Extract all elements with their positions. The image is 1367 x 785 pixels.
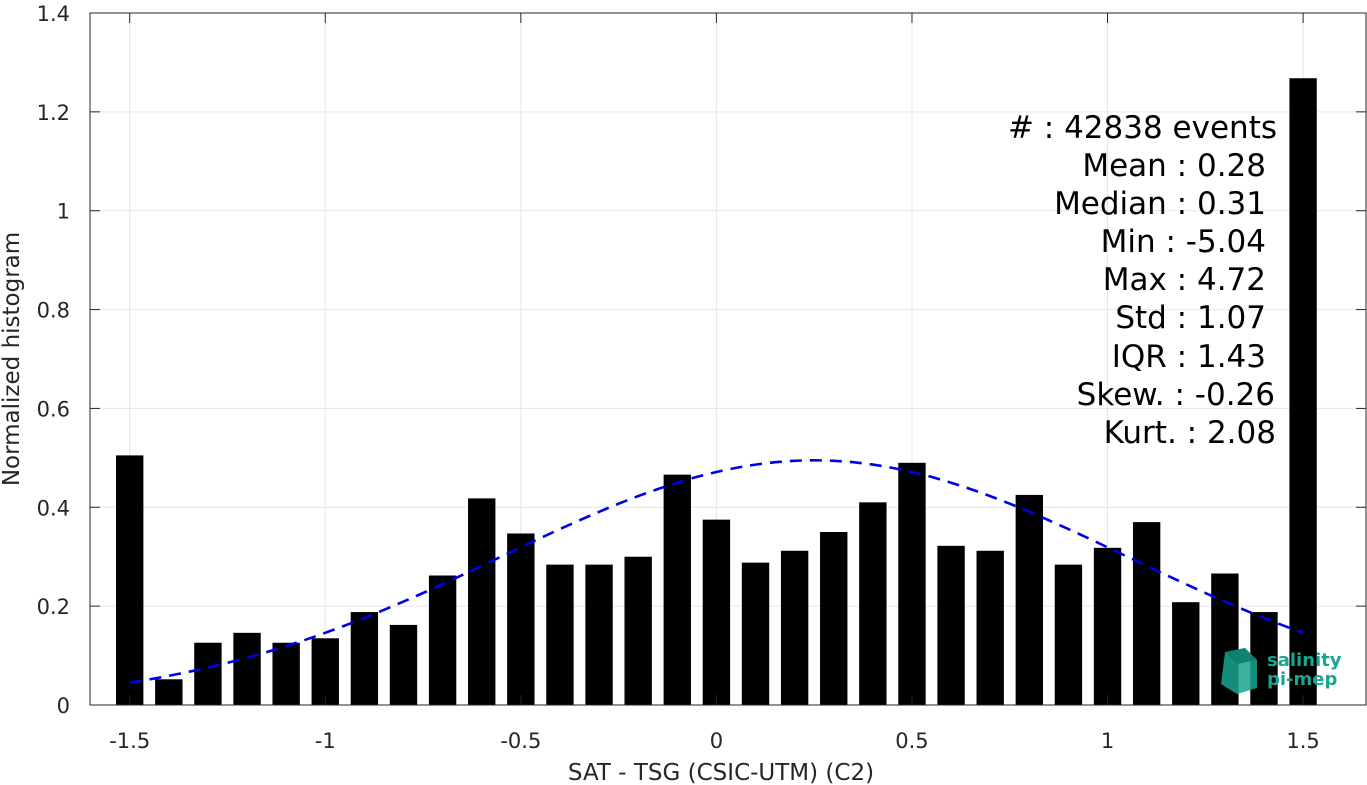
stat-line-7: Skew. : -0.26 xyxy=(1077,377,1275,413)
logo-line1: salinity xyxy=(1267,650,1342,671)
bar-1 xyxy=(155,679,183,705)
x-tick-label-0: -1.5 xyxy=(109,729,150,753)
histogram-bars xyxy=(116,78,1317,705)
bar-6 xyxy=(350,612,379,705)
y-tick-label-6: 1.2 xyxy=(37,101,70,125)
x-tick-label-6: 1.5 xyxy=(1286,729,1319,753)
bar-21 xyxy=(937,545,965,705)
x-tick-label-3: 0 xyxy=(710,729,723,753)
y-tick-label-1: 0.2 xyxy=(37,595,70,619)
y-tick-label-7: 1.4 xyxy=(37,2,70,26)
bar-25 xyxy=(1093,547,1122,705)
axes-frame xyxy=(89,12,1367,706)
bar-7 xyxy=(389,624,418,705)
bar-20 xyxy=(898,462,926,705)
bar-12 xyxy=(585,564,613,705)
bar-18 xyxy=(820,532,848,705)
bar-16 xyxy=(741,562,770,705)
stat-line-4: Max : 4.72 xyxy=(1103,262,1266,298)
grid-lines xyxy=(90,12,1366,706)
logo-cube-shade xyxy=(1225,648,1257,664)
bar-0 xyxy=(116,455,144,705)
bar-3 xyxy=(233,632,261,705)
y-tick-labels: 0 0.2 0.4 0.6 0.8 1 1.2 1.4 xyxy=(37,2,70,718)
stat-line-3: Min : -5.04 xyxy=(1101,224,1266,260)
bar-13 xyxy=(624,556,652,705)
bar-10 xyxy=(507,533,535,705)
stat-line-1: Mean : 0.28 xyxy=(1082,148,1266,184)
bar-4 xyxy=(272,642,300,705)
plot-frame xyxy=(89,12,1367,706)
y-tick-label-4: 0.8 xyxy=(37,299,70,323)
bar-9 xyxy=(468,498,496,705)
bar-24 xyxy=(1054,564,1083,705)
bar-15 xyxy=(702,519,731,705)
x-tick-label-5: 1 xyxy=(1101,729,1114,753)
stat-line-5: Std : 1.07 xyxy=(1115,300,1266,336)
x-axis-label: SAT - TSG (CSIC-UTM) (C2) xyxy=(568,760,874,785)
bar-23 xyxy=(1015,494,1044,705)
stat-line-6: IQR : 1.43 xyxy=(1112,339,1266,375)
salinity-pimep-logo: salinity pi-mep xyxy=(1221,648,1342,694)
bar-17 xyxy=(780,550,809,705)
bar-22 xyxy=(976,550,1004,705)
y-tick-label-0: 0 xyxy=(57,694,70,718)
y-tick-label-3: 0.6 xyxy=(37,397,70,421)
x-tick-label-1: -1 xyxy=(315,729,336,753)
x-tick-label-2: -0.5 xyxy=(500,729,541,753)
bar-27 xyxy=(1172,602,1200,705)
y-tick-label-5: 1 xyxy=(57,200,70,224)
bar-14 xyxy=(663,474,691,705)
logo-line2: pi-mep xyxy=(1267,669,1337,690)
bar-11 xyxy=(546,564,574,705)
bar-26 xyxy=(1132,522,1161,705)
bar-30 xyxy=(1289,78,1317,705)
normal-fit-curve xyxy=(129,458,1304,684)
y-axis-label: Normalized histogram xyxy=(0,232,25,486)
x-tick-labels: -1.5 -1 -0.5 0 0.5 1 1.5 xyxy=(109,729,1320,753)
stat-line-8: Kurt. : 2.08 xyxy=(1104,415,1276,451)
bar-2 xyxy=(194,642,222,705)
x-tick-label-4: 0.5 xyxy=(895,729,928,753)
stat-line-0: # : 42838 events xyxy=(1008,110,1277,146)
bar-19 xyxy=(859,502,887,705)
y-tick-label-2: 0.4 xyxy=(37,496,70,520)
bar-8 xyxy=(428,575,457,705)
stat-line-2: Median : 0.31 xyxy=(1054,186,1266,222)
bar-5 xyxy=(311,638,339,705)
